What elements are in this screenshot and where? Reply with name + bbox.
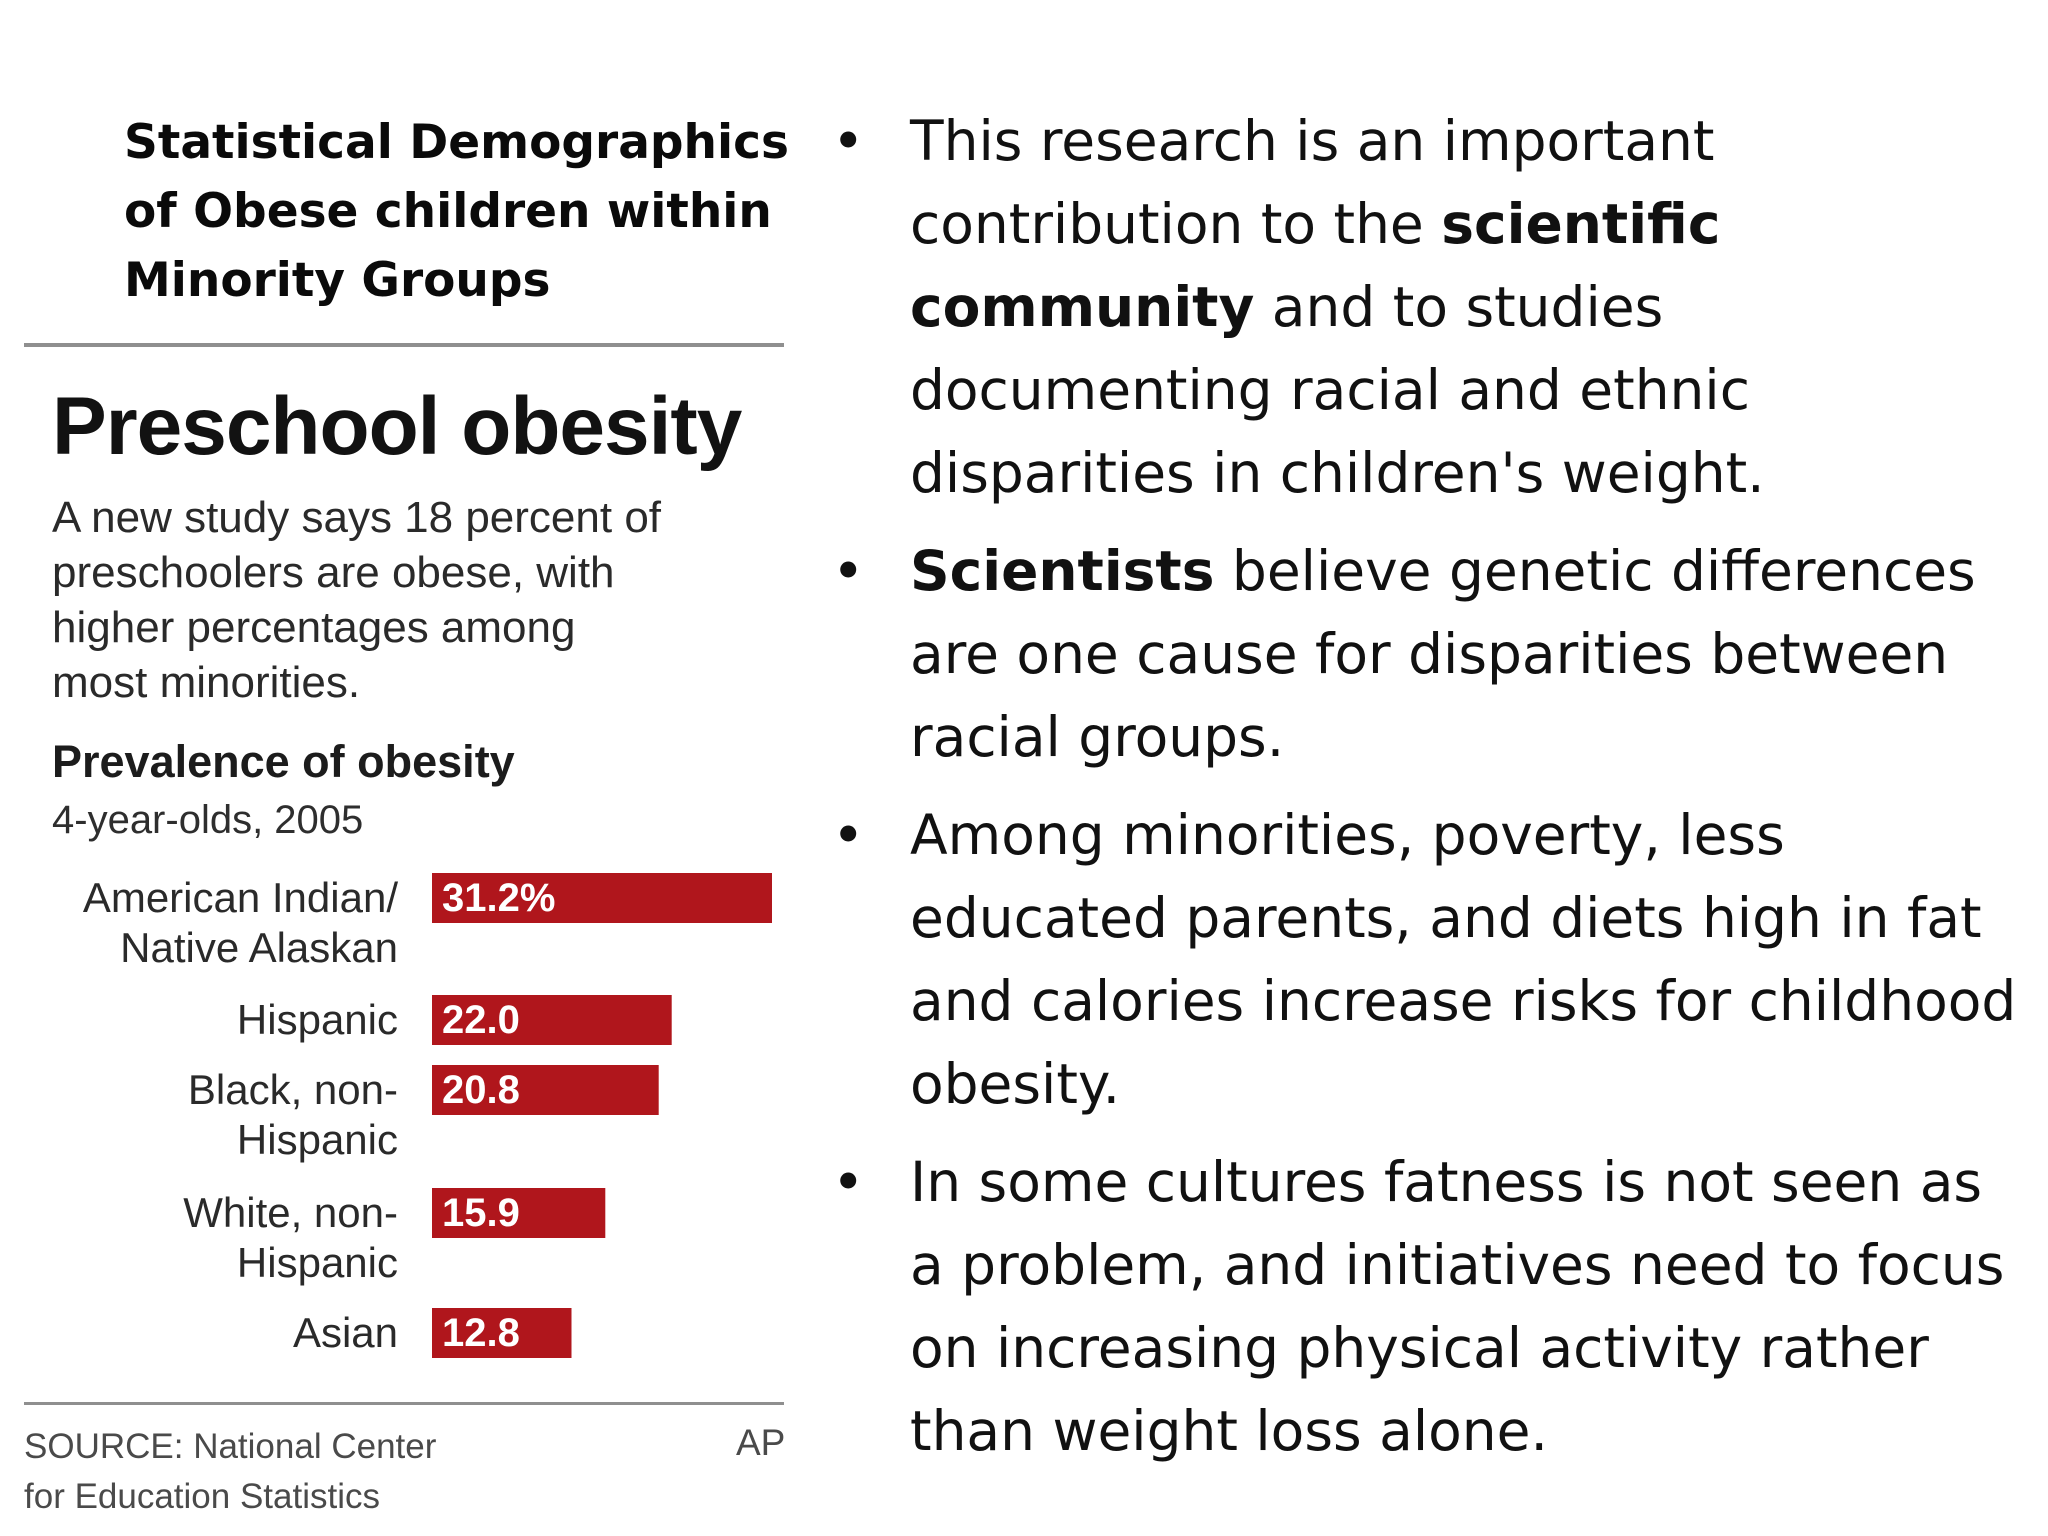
bullet-icon: •: [832, 1150, 865, 1214]
bar: [432, 995, 672, 1045]
bullet-bold-text: Scientists: [910, 539, 1215, 603]
chart-bottom-divider: [24, 1402, 784, 1405]
chart-top-divider: [24, 343, 784, 347]
chart-source-line: for Education Statistics: [24, 1477, 380, 1516]
bar-value-label: 22.0: [442, 998, 520, 1042]
bullet-icon: •: [832, 803, 865, 867]
bullet-text: Among minorities, poverty, less educated…: [910, 803, 2017, 1116]
chart-credit: AP: [736, 1422, 786, 1463]
category-label: Hispanic: [237, 1116, 398, 1163]
bar-value-label: 31.2%: [442, 876, 555, 920]
bullet-text: In some cultures fatness is not seen as …: [910, 1150, 2005, 1463]
chart-subtitle-line: higher percentages among: [52, 603, 576, 652]
bullet-list: • This research is an important contribut…: [832, 100, 2022, 1488]
bar: [432, 1188, 606, 1238]
bullet-item: • In some cultures fatness is not seen as…: [832, 1141, 2022, 1473]
bar-value-label: 20.8: [442, 1068, 520, 1112]
bullet-icon: •: [832, 109, 865, 173]
chart-subheading: 4-year-olds, 2005: [52, 798, 364, 842]
category-label: Hispanic: [237, 1239, 398, 1286]
chart-title: Preschool obesity: [52, 381, 742, 472]
category-label: American Indian/: [83, 874, 398, 921]
category-label: Black, non-: [188, 1066, 398, 1113]
bullet-icon: •: [832, 539, 865, 603]
category-label: Hispanic: [237, 996, 398, 1043]
chart-subtitle: A new study says 18 percent of preschool…: [52, 490, 792, 710]
chart-subtitle-line: A new study says 18 percent of: [52, 493, 662, 542]
bullet-item: • Scientists believe genetic differences …: [832, 530, 2022, 779]
chart-subtitle-line: preschoolers are obese, with: [52, 548, 615, 597]
bar-value-label: 12.8: [442, 1311, 520, 1355]
slide-heading-line: Statistical Demographics: [124, 115, 789, 170]
bullet-text: This research is an important contributi…: [910, 109, 1715, 256]
slide-heading-line: of Obese children within: [124, 184, 772, 239]
bar: [432, 1308, 572, 1358]
bullet-item: • This research is an important contribut…: [832, 100, 2022, 515]
category-label: Asian: [293, 1309, 398, 1356]
category-label: White, non-: [183, 1189, 398, 1236]
category-label: Native Alaskan: [120, 924, 398, 971]
bar-chart: 31.2% American Indian/Native Alaskan 22.0 H…: [83, 873, 772, 1358]
chart-source-line: SOURCE: National Center: [24, 1427, 437, 1466]
chart-heading: Prevalence of obesity: [52, 736, 515, 787]
chart-source: SOURCE: National Center for Education St…: [24, 1422, 436, 1522]
bar: [432, 1065, 659, 1115]
slide-heading-line: Minority Groups: [124, 253, 551, 308]
bullet-text: believe genetic differences are one caus…: [910, 539, 1976, 769]
bar-value-label: 15.9: [442, 1191, 520, 1235]
bullet-item: • Among minorities, poverty, less educate…: [832, 794, 2022, 1126]
bar: [432, 873, 772, 923]
slide-heading: Statistical Demographics of Obese childr…: [124, 108, 789, 315]
chart-subtitle-line: most minorities.: [52, 658, 361, 707]
bullet-text: and to studies documenting racial and et…: [910, 275, 1765, 505]
bullet-bold-text: scientific community: [910, 192, 1721, 339]
